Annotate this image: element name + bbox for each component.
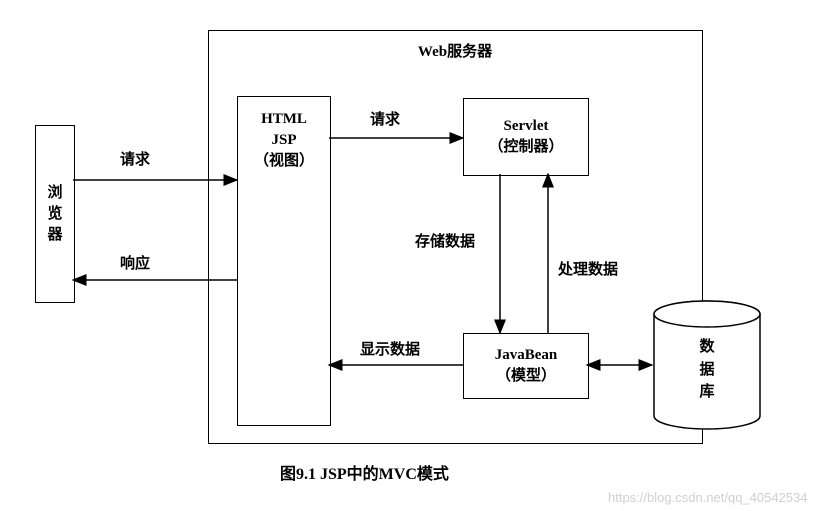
- webserver-title: Web服务器: [345, 40, 565, 61]
- javabean-l1: JavaBean: [495, 345, 558, 366]
- view-l3: （视图）: [254, 151, 314, 172]
- label-store: 存储数据: [415, 230, 475, 251]
- servlet-l2: （控制器）: [488, 137, 563, 158]
- servlet-l1: Servlet: [504, 116, 549, 137]
- label-req2: 请求: [370, 108, 400, 129]
- view-l2: JSP: [271, 130, 296, 151]
- browser-l3: 器: [47, 225, 62, 246]
- diagram-canvas: Web服务器 浏 览 器 HTML JSP （视图） Servlet （控制器）…: [0, 0, 834, 511]
- db-l1: 数: [652, 336, 762, 359]
- label-resp: 响应: [120, 252, 150, 273]
- servlet-node: Servlet （控制器）: [463, 98, 589, 176]
- browser-l2: 览: [47, 204, 62, 225]
- javabean-node: JavaBean （模型）: [463, 333, 589, 399]
- view-l1: HTML: [261, 109, 307, 130]
- db-l3: 库: [652, 381, 762, 404]
- database-node: 数 据 库: [652, 300, 762, 430]
- view-node: HTML JSP （视图）: [237, 96, 331, 426]
- figure-caption: 图9.1 JSP中的MVC模式: [280, 460, 449, 484]
- browser-node: 浏 览 器: [35, 125, 75, 303]
- watermark-text: https://blog.csdn.net/qq_40542534: [608, 490, 808, 505]
- db-l2: 据: [652, 359, 762, 382]
- browser-l1: 浏: [47, 183, 62, 204]
- label-display: 显示数据: [360, 338, 420, 359]
- label-process: 处理数据: [558, 258, 618, 279]
- javabean-l2: （模型）: [496, 366, 556, 387]
- label-req1: 请求: [120, 148, 150, 169]
